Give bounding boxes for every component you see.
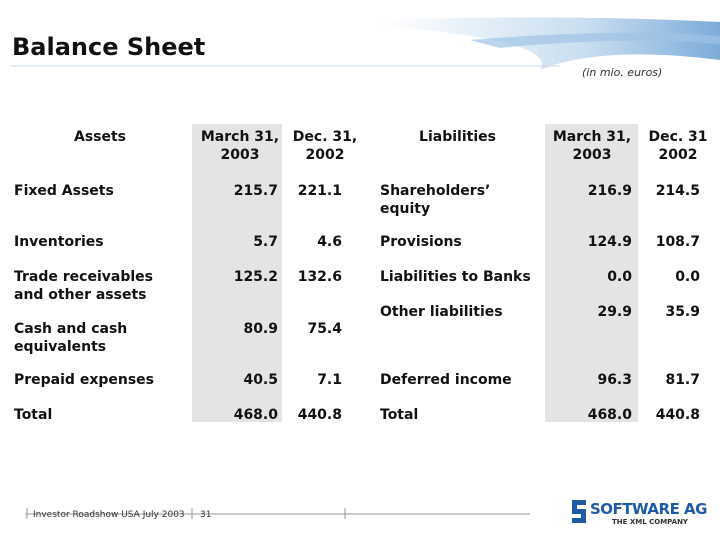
cell-value: 5.7: [253, 234, 278, 250]
column-header: Assets: [73, 129, 127, 145]
row-label: Total: [14, 407, 53, 423]
cell-value: 215.7: [233, 183, 278, 199]
cell-value: 125.2: [233, 269, 278, 285]
column-header: Dec. 31 2002: [648, 129, 708, 163]
cell-value: 81.7: [665, 372, 700, 388]
cell-value: 440.8: [655, 407, 700, 423]
column-shade: [192, 124, 282, 422]
cell-value: 96.3: [597, 372, 632, 388]
footer-event: Investor Roadshow USA July 2003: [33, 510, 185, 520]
cell-value: 468.0: [587, 407, 632, 423]
cell-value: 221.1: [297, 183, 342, 199]
row-label: Provisions: [380, 234, 462, 250]
cell-value: 4.6: [317, 234, 342, 250]
cell-value: 108.7: [655, 234, 700, 250]
cell-value: 35.9: [665, 304, 700, 320]
logo-mark: [572, 500, 586, 523]
row-label: Other liabilities: [380, 304, 503, 320]
cell-value: 0.0: [607, 269, 632, 285]
cell-value: 0.0: [675, 269, 700, 285]
cell-value: 124.9: [587, 234, 632, 250]
swoosh: [470, 32, 720, 48]
logo-tagline: THE XML COMPANY: [612, 518, 688, 526]
row-label: Cash and cash equivalents: [14, 321, 128, 355]
row-label: Trade receivables and other assets: [14, 269, 153, 303]
cell-value: 216.9: [587, 183, 632, 199]
row-label: Inventories: [14, 234, 104, 250]
column-shade: [545, 124, 638, 422]
column-header: March 31, 2003: [200, 129, 280, 163]
row-label: Fixed Assets: [14, 183, 114, 199]
column-header: Liabilities: [419, 129, 496, 145]
row-label: Deferred income: [380, 372, 512, 388]
cell-value: 468.0: [233, 407, 278, 423]
subtitle: (in mio. euros): [582, 66, 663, 79]
cell-value: 440.8: [297, 407, 342, 423]
row-label: Prepaid expenses: [14, 372, 154, 388]
cell-value: 132.6: [297, 269, 342, 285]
cell-value: 40.5: [243, 372, 278, 388]
page-number: 31: [200, 510, 212, 520]
title: Balance Sheet: [12, 33, 206, 61]
cell-value: 7.1: [317, 372, 342, 388]
row-label: Total: [380, 407, 419, 423]
row-label: Liabilities to Banks: [380, 269, 531, 285]
column-header: March 31, 2003: [552, 129, 632, 163]
cell-value: 75.4: [307, 321, 342, 337]
cell-value: 80.9: [243, 321, 278, 337]
cell-value: 214.5: [655, 183, 700, 199]
row-label: Shareholders’ equity: [380, 183, 491, 217]
cell-value: 29.9: [597, 304, 632, 320]
logo: SOFTWARE AG: [590, 500, 707, 518]
column-header: Dec. 31, 2002: [292, 129, 358, 163]
